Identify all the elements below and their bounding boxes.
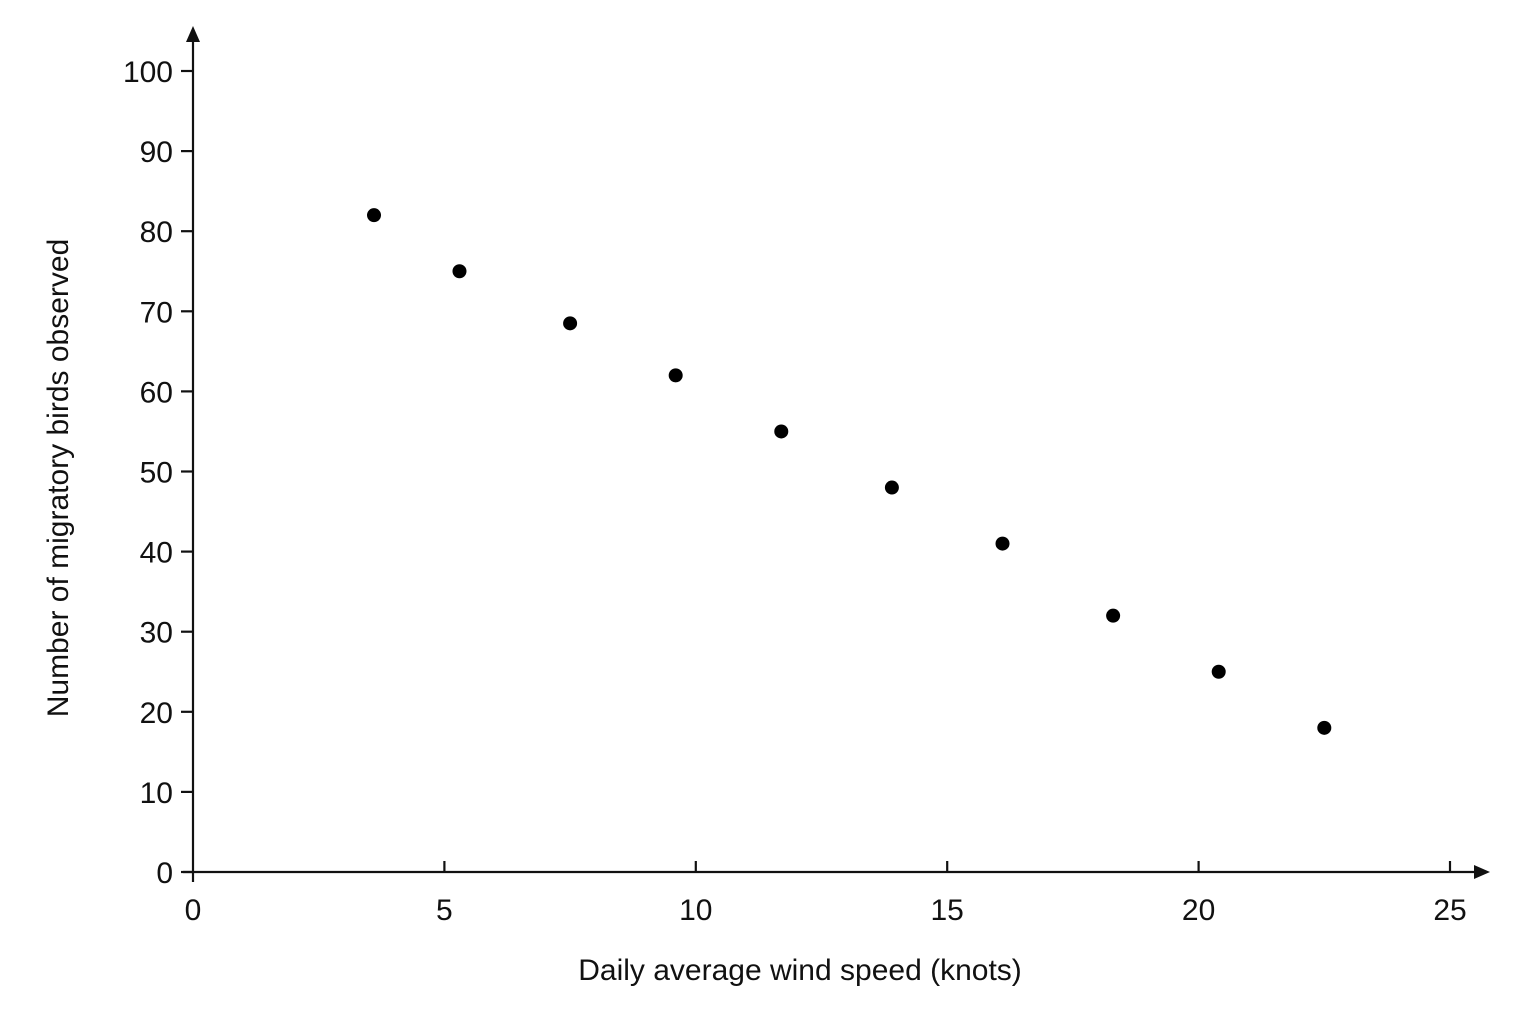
- y-tick-label: 30: [140, 617, 173, 650]
- data-point: [1106, 608, 1121, 623]
- data-point: [884, 480, 899, 495]
- data-point: [1211, 664, 1226, 679]
- y-tick-label: 70: [140, 296, 173, 329]
- data-points: [367, 208, 1332, 735]
- y-tick-label: 90: [140, 136, 173, 169]
- x-tick-label: 0: [185, 894, 202, 927]
- y-tick-label: 40: [140, 537, 173, 570]
- data-point: [1317, 720, 1332, 735]
- data-point: [452, 264, 467, 279]
- data-point: [668, 368, 683, 383]
- axes: [183, 26, 1490, 879]
- ticks: 0 10 20 30 40 50 60 70 80 90 100 0 5 10 15 20 25: [123, 56, 1467, 927]
- x-tick-label: 25: [1433, 894, 1466, 927]
- y-tick-label: 10: [140, 777, 173, 810]
- x-tick-label: 15: [931, 894, 964, 927]
- data-point: [774, 424, 789, 439]
- y-tick-label: 0: [156, 857, 173, 890]
- y-tick-label: 100: [123, 56, 173, 89]
- data-point: [563, 316, 578, 331]
- data-point: [995, 536, 1010, 551]
- y-tick-label: 80: [140, 216, 173, 249]
- x-tick-label: 10: [679, 894, 712, 927]
- y-axis-arrow: [186, 26, 200, 42]
- data-point: [367, 208, 382, 223]
- y-tick-label: 60: [140, 376, 173, 409]
- y-axis-title: Number of migratory birds observed: [42, 239, 75, 718]
- x-axis-title: Daily average wind speed (knots): [578, 954, 1022, 987]
- x-tick-label: 20: [1182, 894, 1215, 927]
- y-tick-label: 50: [140, 457, 173, 490]
- x-axis-arrow: [1474, 865, 1490, 879]
- y-tick-label: 20: [140, 697, 173, 730]
- x-tick-label: 5: [436, 894, 453, 927]
